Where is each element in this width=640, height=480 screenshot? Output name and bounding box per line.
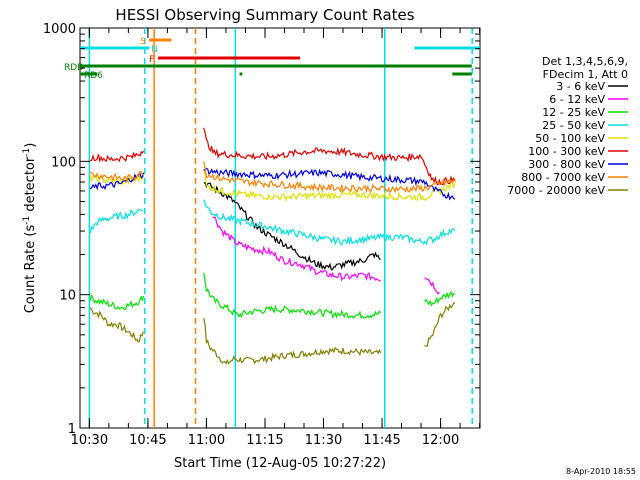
x-axis: 10:30 10:45 11:00 11:15 11:30 11:45 12:00	[71, 28, 481, 448]
legend-label: 6 - 12 keV	[549, 93, 605, 106]
x-tick-label: 11:30	[305, 433, 342, 448]
legend-label: 800 - 7000 keV	[521, 171, 605, 184]
series-line-1	[89, 272, 456, 320]
flag-label: RDB	[64, 63, 83, 73]
legend-label: 12 - 25 keV	[542, 106, 605, 119]
flag-label: N	[151, 45, 158, 55]
flag-label: S	[140, 37, 146, 47]
series-line-0	[89, 302, 455, 365]
series-line-4	[89, 199, 456, 246]
series-line-2	[212, 216, 440, 295]
flag-label: F	[149, 55, 154, 65]
legend-header: FDecim 1, Att 0	[543, 68, 628, 81]
x-axis-label: Start Time (12-Aug-05 10:27:22)	[174, 456, 386, 471]
legend-label: 7000 - 20000 keV	[507, 184, 605, 197]
legend-label: 50 - 100 keV	[535, 132, 605, 145]
y-tick-label: 1000	[43, 22, 76, 37]
flag-label: RD6	[84, 71, 103, 81]
x-tick-label: 11:15	[246, 433, 283, 448]
x-tick-label: 10:45	[129, 433, 166, 448]
x-tick-label: 10:30	[71, 433, 108, 448]
plot-frame	[79, 27, 481, 429]
footer-date: 8-Apr-2010 18:55	[566, 467, 636, 476]
legend: Det 1,3,4,5,6,9,FDecim 1, Att 03 - 6 keV…	[507, 55, 628, 197]
series-line-3	[203, 182, 381, 271]
interval-markers	[88, 28, 473, 428]
chart-title: HESSI Observing Summary Count Rates	[115, 6, 414, 24]
legend-label: 25 - 50 keV	[542, 119, 605, 132]
series-group	[89, 127, 456, 365]
y-tick-label: 10	[59, 289, 76, 304]
x-tick-label: 11:45	[363, 433, 400, 448]
series-line-7	[89, 167, 456, 201]
legend-label: 3 - 6 keV	[556, 80, 605, 93]
legend-label: 300 - 800 keV	[528, 158, 605, 171]
legend-header: Det 1,3,4,5,6,9,	[542, 55, 628, 68]
y-axis-label: Count Rate (s-1 detector-1)	[22, 143, 38, 314]
series-line-6	[90, 127, 456, 186]
y-axis: 1 10 100 1000	[43, 22, 480, 437]
y-tick-label: 100	[51, 155, 76, 170]
legend-label: 100 - 300 keV	[528, 145, 605, 158]
x-tick-label: 11:00	[188, 433, 225, 448]
series-line-8	[89, 161, 456, 194]
y-tick-label: 1	[68, 422, 76, 437]
x-tick-label: 12:00	[422, 433, 459, 448]
